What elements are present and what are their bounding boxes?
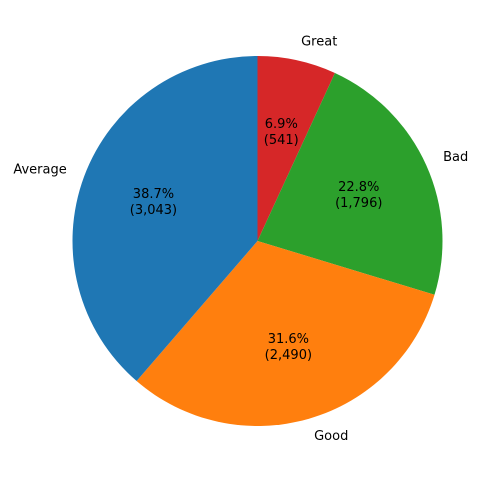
slice-label-average: Average — [13, 163, 66, 178]
pie-slice-bad — [257, 72, 443, 295]
slice-percent-bad: 22.8% — [338, 180, 379, 195]
slice-label-great: Great — [301, 35, 337, 50]
slice-count-average: (3,043) — [130, 203, 177, 218]
slice-label-bad: Bad — [443, 150, 468, 165]
slices-layer — [72, 55, 443, 427]
pie-slice-average — [72, 55, 258, 382]
slice-percent-great: 6.9% — [265, 117, 298, 132]
slice-percent-good: 31.6% — [268, 332, 309, 347]
pie-slice-good — [136, 241, 435, 427]
slice-count-good: (2,490) — [265, 348, 312, 363]
slice-count-bad: (1,796) — [335, 196, 382, 211]
slice-label-good: Good — [314, 429, 348, 444]
labels-layer: Great 6.9%(541) Bad 22.8%(1,796) Good 31.6%(2… — [13, 35, 468, 444]
slice-count-great: (541) — [264, 133, 299, 148]
slice-percent-average: 38.7% — [133, 187, 174, 202]
pie-slice-great — [257, 56, 335, 241]
